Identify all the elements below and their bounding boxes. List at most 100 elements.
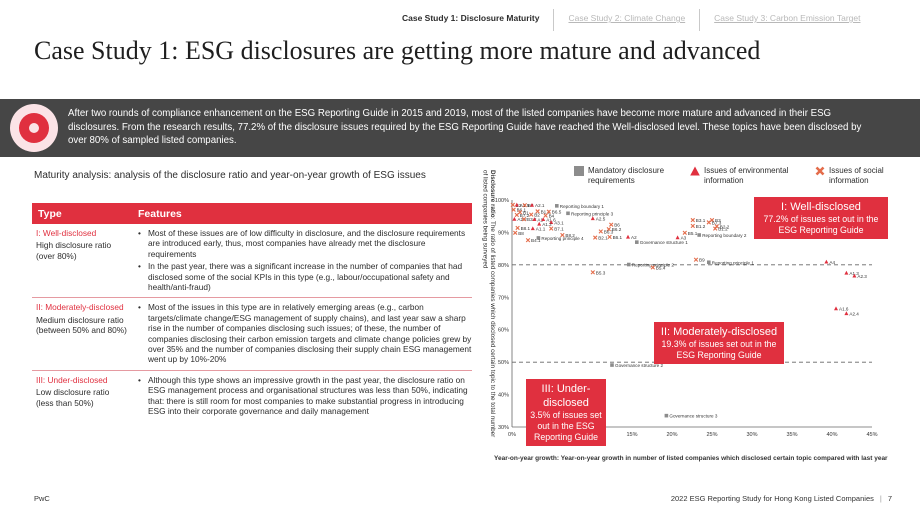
data-point-square xyxy=(707,260,711,265)
y-tick-label: 60% xyxy=(498,328,509,334)
y-tick-label: 70% xyxy=(498,295,509,301)
data-point-label: Governance structure 1 xyxy=(640,240,688,245)
data-point-square xyxy=(610,363,614,367)
scatter-chart: 30%40%50%60%70%80%90%100%0%5%10%15%20%25… xyxy=(495,198,878,438)
data-point-cross xyxy=(693,257,699,262)
box-title: III: Under-disclosed xyxy=(541,383,591,409)
data-point-cross xyxy=(709,217,715,223)
table-row: I: Well-disclosed High disclosure ratio … xyxy=(32,224,472,299)
data-point-label: B9 xyxy=(699,258,705,263)
data-point-label: B6.5 xyxy=(552,210,562,215)
y-tick-label: 100% xyxy=(495,198,509,204)
data-point-label: Reporting principle 2 xyxy=(632,263,675,268)
footer-info: 2022 ESG Reporting Study for Hong Kong L… xyxy=(670,494,892,503)
data-point-label: A2 xyxy=(631,235,637,240)
data-point-cross xyxy=(560,232,565,238)
data-point-cross xyxy=(690,223,695,229)
footer-brand: PwC xyxy=(34,494,50,503)
legend-item-social: Issues of social information xyxy=(815,166,910,185)
feature-item: Most of the issues in this type are in r… xyxy=(134,302,472,364)
box-title: I: Well-disclosed xyxy=(781,201,861,213)
data-point-triangle xyxy=(530,226,535,231)
data-point-label: B2.1 xyxy=(598,236,608,241)
data-point-cross xyxy=(590,270,595,275)
data-point-cross xyxy=(511,207,516,212)
tab-case-study-1[interactable]: Case Study 1: Disclosure Maturity xyxy=(402,13,540,23)
tab-case-study-3[interactable]: Case Study 3: Carbon Emission Target xyxy=(699,9,874,31)
data-point-label: B3.1 xyxy=(696,218,706,223)
data-point-cross xyxy=(598,229,603,234)
x-tick-label: 30% xyxy=(746,432,757,438)
feature-item: In the past year, there was a significan… xyxy=(134,261,472,292)
data-point-label: Reporting principle 4 xyxy=(541,236,584,241)
data-point-cross xyxy=(593,235,598,240)
data-point-label: A1.2 xyxy=(542,222,552,227)
header-features: Features xyxy=(138,207,182,220)
data-point-label: B7.2 xyxy=(520,213,530,218)
tab-bar: Case Study 1: Disclosure Maturity Case S… xyxy=(380,9,910,31)
data-point-cross xyxy=(546,209,551,214)
data-point-square xyxy=(627,262,631,267)
data-point-label: A2.4 xyxy=(849,312,859,317)
type-label: II: Moderately-disclosed xyxy=(36,302,124,313)
legend-item-mandatory: Mandatory disclosure requirements xyxy=(574,166,684,185)
header-type: Type xyxy=(38,207,62,220)
data-point-cross xyxy=(549,226,554,231)
data-point-label: B7.3 xyxy=(712,220,722,225)
page-title: Case Study 1: ESG disclosures are gettin… xyxy=(34,36,761,65)
data-point-cross xyxy=(522,202,527,208)
data-point-triangle xyxy=(537,221,542,226)
data-point-label: B3.2 xyxy=(527,217,537,222)
data-point-cross xyxy=(521,216,527,222)
data-point-cross xyxy=(515,225,520,231)
table-header: Type Features xyxy=(32,203,472,224)
data-point-square xyxy=(536,236,541,240)
type-label: III: Under-disclosed xyxy=(36,374,108,385)
data-point-cross xyxy=(713,226,718,231)
data-point-label: B6.1 xyxy=(517,208,527,213)
data-point-cross xyxy=(607,234,612,240)
legend-item-environmental: Issues of environmental information xyxy=(690,166,800,185)
type-description: High disclosure ratio (over 80%) xyxy=(36,240,112,261)
tab-case-study-2[interactable]: Case Study 2: Climate Change xyxy=(553,9,699,31)
data-point-cross xyxy=(650,265,655,270)
data-point-label: B6.2 xyxy=(612,227,622,232)
table-row: III: Under-disclosed Low disclosure rati… xyxy=(32,371,472,422)
data-point-label: Reporting boundary 1 xyxy=(560,204,605,209)
banner-text: After two rounds of compliance enhanceme… xyxy=(68,108,862,147)
data-point-label: B3 xyxy=(715,218,721,223)
data-point-cross xyxy=(606,226,611,232)
data-point-label: A4 xyxy=(829,260,835,265)
data-point-label: B5.1 xyxy=(688,231,698,236)
square-icon xyxy=(574,166,584,176)
data-point-triangle xyxy=(626,234,630,239)
data-point-square xyxy=(664,413,669,418)
data-point-triangle xyxy=(834,306,838,311)
data-point-triangle xyxy=(541,217,546,222)
data-point-cross xyxy=(513,230,518,235)
data-point-triangle xyxy=(530,202,534,207)
data-point-cross xyxy=(525,238,531,243)
data-point-cross xyxy=(514,212,519,218)
data-point-label: B6.3 xyxy=(604,229,614,234)
data-point-label: Governance structure 3 xyxy=(669,414,717,419)
type-description: Medium disclosure ratio (between 50% and… xyxy=(36,314,127,336)
x-tick-label: 0% xyxy=(508,432,516,438)
data-point-cross xyxy=(706,220,711,225)
data-point-label: B2.3 xyxy=(516,203,526,208)
page-number: 7 xyxy=(887,494,892,503)
data-point-label: B8.2 xyxy=(565,233,575,238)
data-point-triangle xyxy=(532,217,537,222)
data-point-triangle xyxy=(514,202,519,207)
data-point-label: B4 xyxy=(549,214,555,219)
data-point-triangle xyxy=(844,311,849,316)
type-label: I: Well-disclosed xyxy=(36,228,97,238)
maturity-table: Type Features I: Well-disclosed High dis… xyxy=(32,203,472,422)
box-text: 77.2% of issues set out in the ESG Repor… xyxy=(763,214,879,235)
data-point-triangle xyxy=(675,235,680,240)
y-axis-label-rest: : The ratio of listed companies which di… xyxy=(481,170,497,438)
x-tick-label: 35% xyxy=(786,432,797,438)
data-point-label: A3.1 xyxy=(554,220,564,225)
data-point-label: Reporting principle 3 xyxy=(571,211,614,216)
data-point-label: A1 xyxy=(537,217,543,222)
